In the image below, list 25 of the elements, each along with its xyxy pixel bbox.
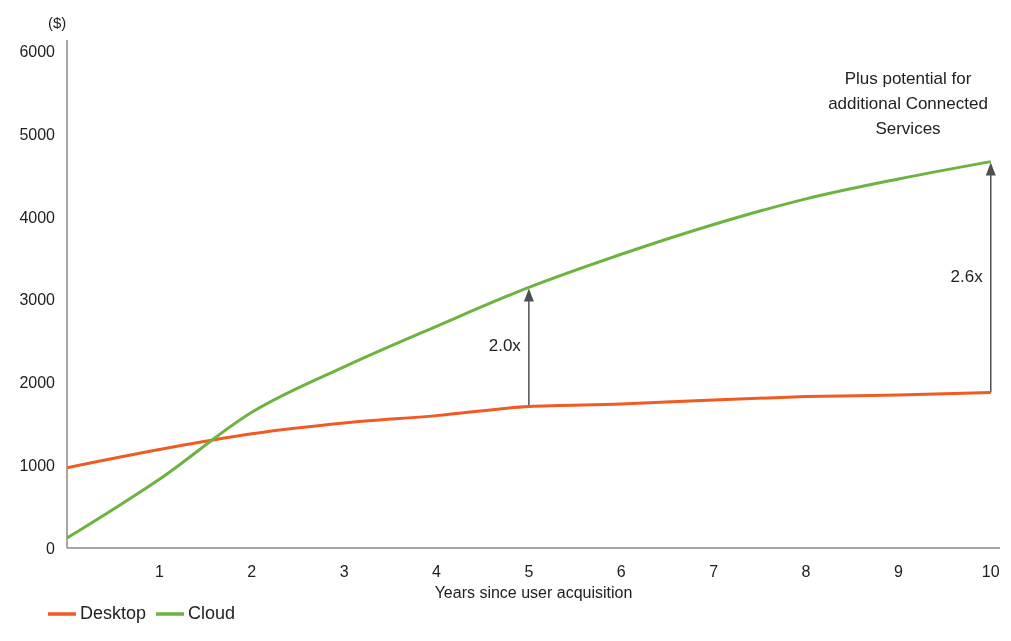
x-tick-label: 7: [709, 563, 719, 581]
y-tick-label: 2000: [19, 374, 56, 392]
y-tick-label: 1000: [19, 456, 56, 474]
line-series: [67, 390, 993, 470]
x-axis-title: Years since user acquisition: [434, 584, 633, 601]
x-tick-label: 9: [893, 563, 903, 581]
y-tick-label: 3000: [19, 291, 56, 309]
x-tick-label: 4: [432, 563, 442, 581]
x-tick-label: 10: [981, 563, 1000, 581]
y-axis-title: ($): [48, 14, 67, 31]
annotation: Plus potential for additional Connected Services: [827, 68, 989, 140]
x-tick-label: 8: [801, 563, 811, 581]
y-tick-label: 6000: [19, 43, 56, 61]
x-tick-label: 5: [524, 563, 534, 581]
x-tick-label: 2: [247, 563, 257, 581]
x-tick-label: 6: [616, 563, 626, 581]
y-tick-label: 4000: [19, 208, 56, 226]
x-tick-label: 1: [154, 563, 164, 581]
legend-label: Cloud: [188, 602, 236, 623]
y-tick-label: 5000: [19, 126, 56, 143]
annotation: 2.0x: [488, 336, 522, 356]
y-tick-label: 0: [46, 539, 56, 557]
annotation: 2.6x: [950, 266, 984, 286]
legend-label: Desktop: [80, 602, 147, 623]
x-tick-label: 3: [339, 563, 349, 581]
